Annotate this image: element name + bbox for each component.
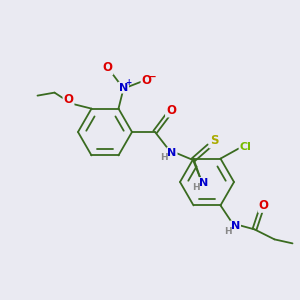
Text: N: N xyxy=(231,221,240,231)
Text: O: O xyxy=(142,74,152,87)
Text: N: N xyxy=(119,82,128,93)
Text: H: H xyxy=(224,227,231,236)
Text: Cl: Cl xyxy=(240,142,251,152)
Text: S: S xyxy=(210,134,218,148)
Text: H: H xyxy=(192,184,200,193)
Text: N: N xyxy=(200,178,208,188)
Text: −: − xyxy=(148,72,157,82)
Text: H: H xyxy=(160,154,168,163)
Text: O: O xyxy=(103,61,112,74)
Text: O: O xyxy=(166,103,176,116)
Text: N: N xyxy=(167,148,177,158)
Text: +: + xyxy=(125,78,132,87)
Text: O: O xyxy=(64,93,74,106)
Text: O: O xyxy=(259,199,269,212)
